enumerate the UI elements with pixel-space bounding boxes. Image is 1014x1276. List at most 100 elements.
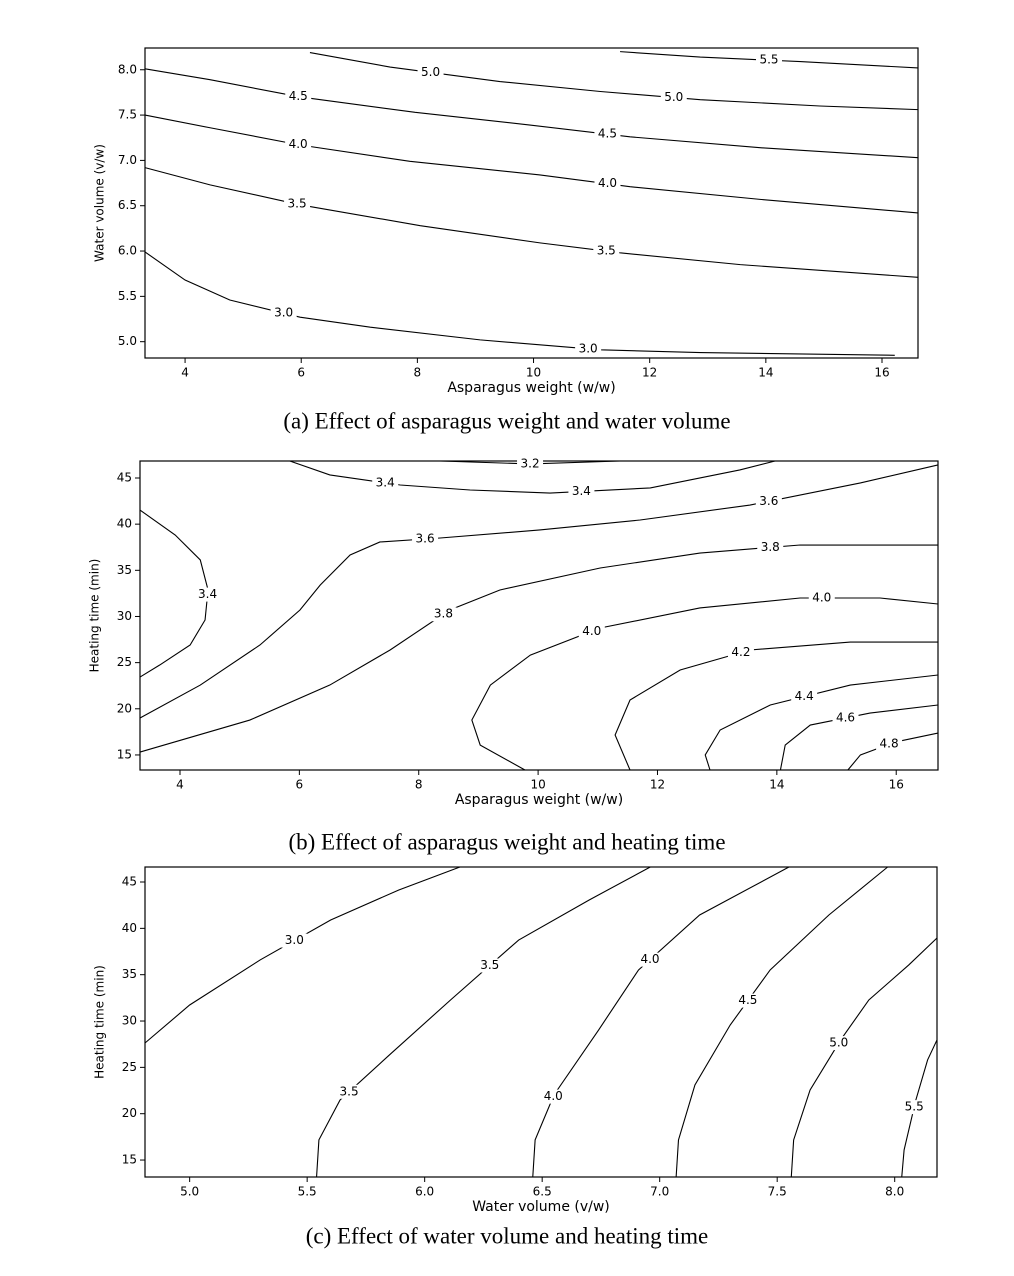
label-bg (755, 494, 782, 509)
contour-line (614, 641, 938, 771)
label-bg (281, 933, 308, 948)
y-tick-label: 35 (122, 967, 137, 981)
contour-line (139, 464, 939, 719)
contour-label: 5.0 (829, 1036, 848, 1050)
y-tick-label: 8.0 (118, 62, 137, 76)
label-bg (568, 484, 595, 499)
contour-label: 3.5 (597, 244, 616, 258)
y-tick-label: 45 (117, 470, 132, 484)
label-bg (734, 993, 761, 1008)
label-bg (270, 306, 297, 321)
x-tick-label: 14 (769, 778, 784, 792)
y-tick-label: 6.0 (118, 244, 137, 258)
contour-line (790, 937, 938, 1178)
label-bg (412, 531, 439, 546)
label-bg (660, 90, 687, 105)
y-axis-label: Heating time (min) (93, 965, 107, 1079)
contour-label: 3.0 (579, 341, 598, 355)
contour-label: 5.0 (664, 90, 683, 104)
x-tick-label: 6 (297, 366, 305, 380)
label-bg (593, 244, 620, 259)
contour-label: 4.0 (640, 952, 659, 966)
x-tick-label: 14 (758, 366, 773, 380)
x-axis-label: Asparagus weight (w/w) (455, 792, 623, 808)
x-tick-label: 16 (874, 366, 889, 380)
y-tick-label: 7.0 (118, 153, 137, 167)
label-bg (808, 591, 835, 606)
contour-label: 4.4 (795, 689, 814, 703)
label-bg (901, 1100, 928, 1115)
x-tick-label: 8 (415, 778, 423, 792)
x-tick-label: 5.0 (180, 1185, 199, 1199)
y-tick-label: 20 (117, 701, 132, 715)
label-bg (791, 689, 818, 704)
x-tick-label: 6 (296, 778, 304, 792)
y-tick-label: 30 (122, 1014, 137, 1028)
label-bg (578, 624, 605, 639)
x-tick-label: 6.0 (415, 1185, 434, 1199)
x-tick-label: 8 (414, 366, 422, 380)
x-tick-label: 10 (530, 778, 545, 792)
contour-line (532, 866, 790, 1178)
y-tick-label: 35 (117, 563, 132, 577)
label-bg (517, 456, 544, 471)
contour-label: 4.0 (582, 624, 601, 638)
label-bg (832, 710, 859, 725)
contour-line (620, 51, 919, 69)
contour-label: 3.4 (376, 475, 395, 489)
label-bg (285, 89, 312, 104)
label-bg (285, 137, 312, 152)
label-bg (372, 475, 399, 490)
y-axis-label: Water volume (v/w) (93, 144, 107, 262)
contour-label: 3.8 (434, 607, 453, 621)
y-tick-label: 40 (117, 517, 132, 531)
caption: (c) Effect of water volume and heating t… (306, 1223, 709, 1248)
y-tick-label: 25 (117, 655, 132, 669)
contour-label: 3.4 (572, 484, 591, 498)
label-bg (876, 737, 903, 752)
x-tick-label: 12 (650, 778, 665, 792)
contour-label: 3.2 (521, 456, 540, 470)
contour-line (675, 866, 888, 1178)
y-tick-label: 7.5 (118, 108, 137, 122)
x-tick-label: 6.5 (533, 1185, 552, 1199)
contour-line (139, 544, 938, 753)
x-tick-label: 7.5 (768, 1185, 787, 1199)
contour-label: 5.5 (905, 1100, 924, 1114)
x-axis-label: Water volume (v/w) (472, 1199, 610, 1215)
contour-line (139, 509, 209, 678)
label-bg (756, 53, 783, 68)
contour-label: 3.5 (288, 197, 307, 211)
contour-line (704, 674, 939, 771)
contour-line (471, 597, 939, 771)
contour-line (144, 114, 919, 214)
y-tick-label: 15 (117, 747, 132, 761)
contour-label: 3.5 (340, 1084, 359, 1098)
y-tick-label: 30 (117, 609, 132, 623)
contour-line (316, 866, 651, 1178)
label-bg (727, 645, 754, 660)
contour-label: 4.5 (738, 993, 757, 1007)
label-bg (430, 607, 457, 622)
contour-label: 3.6 (416, 531, 435, 545)
contour-line (901, 1039, 938, 1178)
x-tick-label: 12 (642, 366, 657, 380)
label-bg (594, 127, 621, 142)
contour-label: 3.0 (285, 933, 304, 947)
caption: (b) Effect of asparagus weight and heati… (288, 829, 725, 854)
x-tick-label: 10 (526, 366, 541, 380)
contour-label: 4.5 (289, 89, 308, 103)
contour-line (144, 167, 919, 278)
contour-label: 3.6 (759, 494, 778, 508)
contour-label: 4.0 (544, 1089, 563, 1103)
contour-line (144, 68, 919, 159)
label-bg (575, 341, 602, 356)
label-bg (194, 587, 221, 602)
y-tick-label: 40 (122, 921, 137, 935)
contour-label: 3.5 (480, 958, 499, 972)
contour-label: 4.8 (880, 737, 899, 751)
plot-frame (144, 47, 919, 359)
contour-label: 4.0 (289, 137, 308, 151)
x-tick-label: 4 (176, 778, 184, 792)
